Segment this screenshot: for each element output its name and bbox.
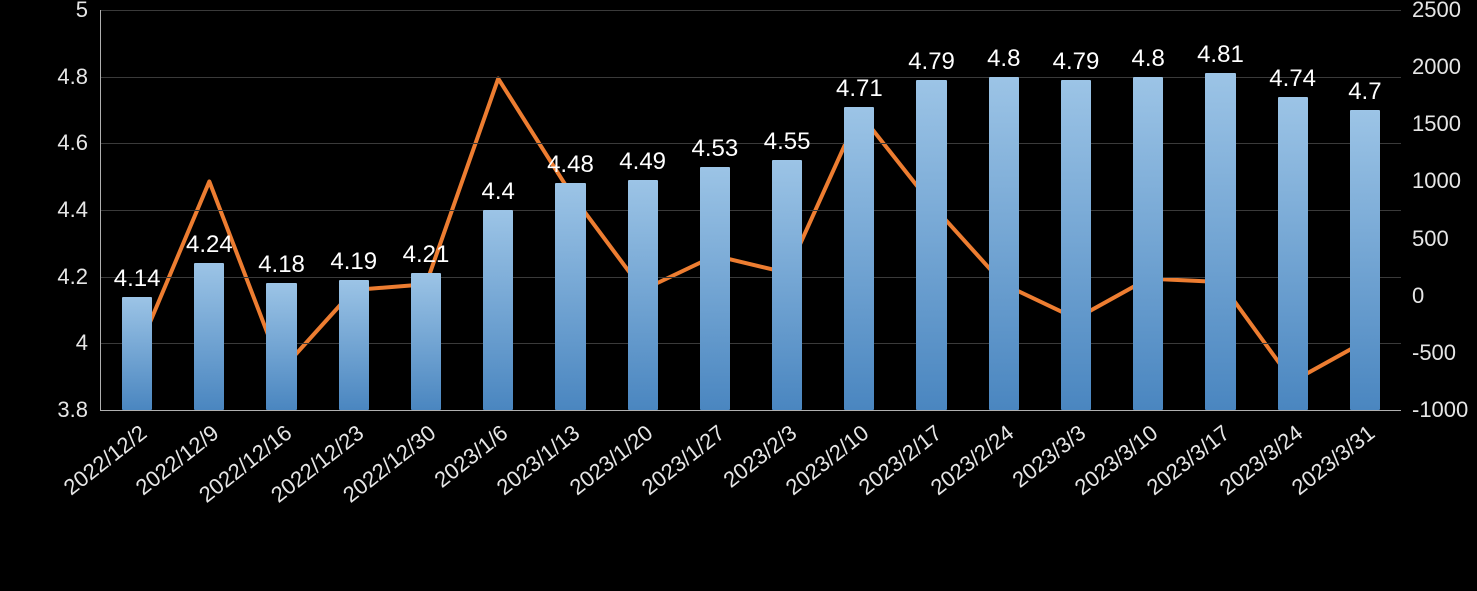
line-path bbox=[137, 79, 1365, 382]
y-left-tick: 4.8 bbox=[0, 64, 88, 90]
y-right-tick: 500 bbox=[1412, 226, 1449, 252]
bar bbox=[772, 160, 802, 410]
bar bbox=[1205, 73, 1235, 410]
y-left-tick: 4.4 bbox=[0, 197, 88, 223]
bar bbox=[1278, 97, 1308, 410]
y-right-tick: 0 bbox=[1412, 283, 1424, 309]
bar-value-label: 4.55 bbox=[764, 128, 811, 156]
bar-value-label: 4.19 bbox=[330, 248, 377, 276]
bar-value-label: 4.8 bbox=[987, 45, 1020, 73]
gridline bbox=[101, 10, 1401, 11]
y-right-tick: 2000 bbox=[1412, 54, 1461, 80]
y-left-tick: 5 bbox=[0, 0, 88, 23]
combo-chart: 4.144.244.184.194.214.44.484.494.534.554… bbox=[0, 0, 1477, 591]
plot-area: 4.14 4.24 4.18 4.19 4.21 4.4 4.48 4.49 4.53 4.55 4… bbox=[100, 10, 1401, 411]
bar-value-label: 4.8 bbox=[1132, 45, 1165, 73]
bar bbox=[989, 77, 1019, 410]
y-left-tick: 4 bbox=[0, 330, 88, 356]
y-right-tick: 1000 bbox=[1412, 168, 1461, 194]
bar bbox=[194, 263, 224, 410]
bar-value-label: 4.74 bbox=[1269, 65, 1316, 93]
bar-value-label: 4.21 bbox=[403, 241, 450, 269]
bar bbox=[122, 297, 152, 410]
bar bbox=[266, 283, 296, 410]
bar-value-label: 4.4 bbox=[482, 178, 515, 206]
bar bbox=[555, 183, 585, 410]
y-left-tick: 4.6 bbox=[0, 130, 88, 156]
bar-value-label: 4.24 bbox=[186, 231, 233, 259]
bar-value-label: 4.14 bbox=[114, 265, 161, 293]
bar bbox=[1133, 77, 1163, 410]
y-left-tick: 4.2 bbox=[0, 264, 88, 290]
bar bbox=[844, 107, 874, 410]
y-left-tick: 3.8 bbox=[0, 397, 88, 423]
bar-value-label: 4.48 bbox=[547, 151, 594, 179]
bar-value-label: 4.7 bbox=[1348, 78, 1381, 106]
bar-value-label: 4.49 bbox=[619, 148, 666, 176]
y-right-tick: 2500 bbox=[1412, 0, 1461, 23]
y-right-tick: -1000 bbox=[1412, 397, 1468, 423]
bar-value-label: 4.81 bbox=[1197, 41, 1244, 69]
bar-value-label: 4.79 bbox=[908, 48, 955, 76]
bar bbox=[1061, 80, 1091, 410]
bar bbox=[700, 167, 730, 410]
y-right-tick: 1500 bbox=[1412, 111, 1461, 137]
bar bbox=[628, 180, 658, 410]
bar bbox=[916, 80, 946, 410]
bar-value-label: 4.71 bbox=[836, 75, 883, 103]
bar bbox=[483, 210, 513, 410]
bar-value-label: 4.53 bbox=[692, 135, 739, 163]
bar-value-label: 4.79 bbox=[1053, 48, 1100, 76]
bar bbox=[411, 273, 441, 410]
bar-value-label: 4.18 bbox=[258, 251, 305, 279]
bar bbox=[1350, 110, 1380, 410]
bar bbox=[339, 280, 369, 410]
y-right-tick: -500 bbox=[1412, 340, 1456, 366]
